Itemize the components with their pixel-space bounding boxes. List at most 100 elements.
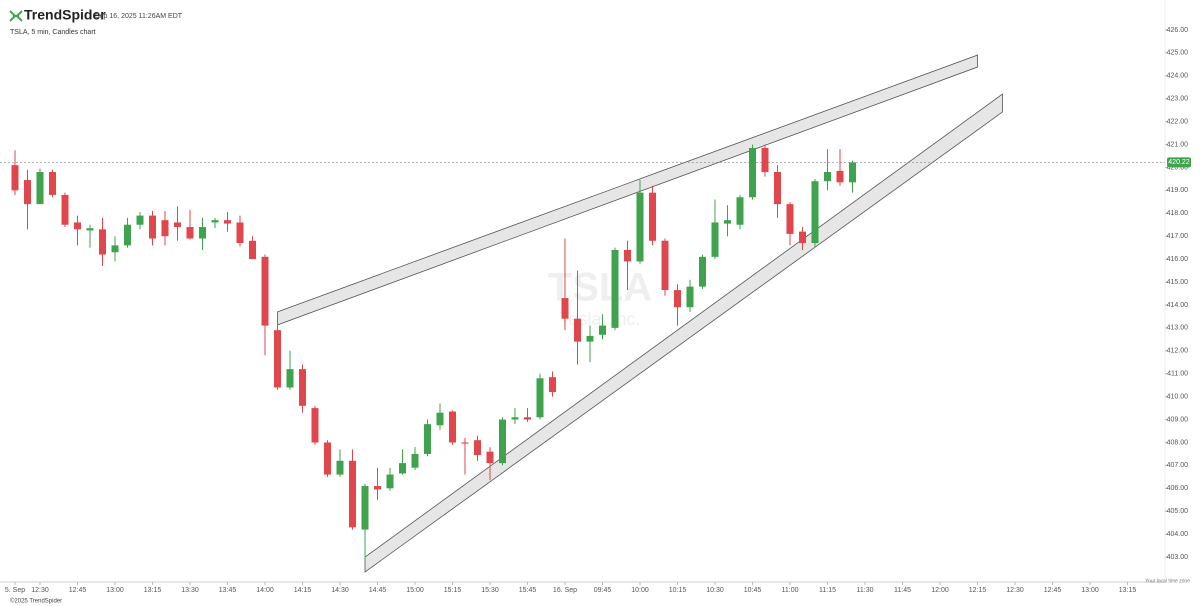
candle-body	[36, 172, 44, 205]
y-tick-label: 410.00	[1167, 393, 1189, 400]
y-tick-label: 423.00	[1167, 96, 1189, 103]
candle-body	[211, 220, 219, 223]
y-tick-label: 424.00	[1167, 73, 1189, 80]
candle-body	[636, 192, 644, 262]
footer: ©2025 TrendSpider	[10, 598, 62, 605]
candle-body	[649, 192, 656, 241]
candle-body	[224, 220, 231, 224]
candle-body	[536, 378, 544, 418]
candle-body	[724, 220, 731, 224]
candle-body	[61, 194, 69, 225]
last-price-box	[1167, 157, 1191, 168]
candle-body	[736, 197, 744, 225]
x-tick-label: 13:30	[181, 587, 199, 594]
candle-body	[111, 245, 119, 253]
y-tick-label: 415.00	[1167, 279, 1189, 286]
channel	[364, 93, 1003, 573]
y-tick-label: 408.00	[1167, 439, 1189, 446]
candle-body	[811, 181, 819, 244]
candle-body	[411, 453, 419, 468]
candle-body	[499, 419, 506, 464]
y-tick-label: 404.00	[1167, 531, 1189, 538]
candle-body	[824, 172, 831, 182]
brand: TrendSpider	[24, 7, 106, 23]
candle-body	[424, 424, 431, 454]
candle-body	[236, 222, 244, 244]
candle-body	[461, 442, 469, 444]
candle-body	[86, 228, 94, 231]
x-tick-label: 11:45	[894, 587, 911, 594]
x-tick-label: 10:00	[631, 587, 649, 594]
candle-body	[299, 369, 306, 406]
x-tick-label: 15:30	[481, 587, 499, 594]
candle-body	[586, 335, 594, 342]
x-tick-label: 12:45	[69, 587, 87, 594]
candle-body	[386, 474, 394, 489]
candle-body	[336, 460, 344, 475]
channel	[277, 54, 978, 326]
x-tick-label: 10:45	[744, 587, 762, 594]
y-tick-label: 414.00	[1167, 302, 1189, 309]
x-tick-label: 14:30	[331, 587, 349, 594]
candle-body	[136, 215, 144, 225]
x-tick-label: 13:00	[106, 587, 124, 594]
candle-body	[686, 286, 694, 308]
candle-body	[561, 298, 569, 319]
x-tick-label: 15:15	[444, 587, 462, 594]
x-tick-label: 16. Sep	[553, 587, 577, 594]
candle-body	[349, 460, 356, 528]
x-tick-label: 15:00	[406, 587, 424, 594]
y-tick-label: 418.00	[1167, 210, 1189, 217]
x-tick-label: 10:30	[706, 587, 724, 594]
y-tick-label: 416.00	[1167, 256, 1189, 263]
candle-body	[774, 172, 781, 205]
candle-body	[836, 170, 844, 183]
candle-body	[274, 330, 281, 388]
candle-body	[11, 165, 19, 191]
x-tick-label: 12:00	[931, 587, 949, 594]
candle-body	[749, 147, 756, 198]
y-tick-label: 407.00	[1167, 462, 1189, 469]
timezone-note: Your local time zone	[1145, 578, 1190, 584]
candle-body	[324, 442, 331, 475]
candle-body	[524, 417, 531, 420]
candle-body	[49, 172, 56, 195]
candle-body	[599, 325, 606, 335]
y-tick-label: 425.00	[1167, 50, 1189, 57]
candle-body	[711, 222, 719, 257]
x-tick-label: 11:15	[819, 587, 836, 594]
y-tick-label: 403.00	[1167, 554, 1189, 561]
last-price-label: 420.22	[1168, 159, 1190, 166]
candle-body	[624, 249, 631, 262]
x-tick-label: 12:30	[1006, 587, 1024, 594]
y-tick-label: 420.00	[1167, 164, 1189, 171]
y-tick-label: 405.00	[1167, 508, 1189, 515]
candle-body	[661, 240, 669, 291]
x-tick-label: 14:00	[256, 587, 274, 594]
candle-body	[574, 318, 581, 342]
candle-body	[786, 204, 794, 234]
y-tick-label: 426.00	[1167, 27, 1189, 34]
chart-subtitle: TSLA, 5 min, Candles chart	[10, 29, 96, 36]
y-tick-label: 411.00	[1167, 371, 1188, 378]
x-tick-label: 09:45	[594, 587, 612, 594]
logo-icon	[9, 10, 23, 22]
candle-body	[474, 440, 481, 456]
candle-body	[361, 486, 369, 530]
x-tick-label: 14:15	[294, 587, 312, 594]
x-tick-label: 5. Sep	[5, 587, 25, 594]
x-tick-label: 12:30	[31, 587, 49, 594]
x-tick-label: 12:15	[969, 587, 987, 594]
candle-body	[261, 256, 269, 326]
candle-body	[149, 215, 156, 239]
timestamp: Sep 16, 2025 11:26AM EDT	[95, 13, 183, 20]
x-tick-label: 11:30	[857, 587, 874, 594]
candle-body	[186, 227, 194, 239]
candle-body	[449, 411, 456, 443]
candle-body	[174, 222, 181, 228]
candle-body	[374, 486, 381, 490]
candle-body	[511, 417, 519, 420]
x-tick-label: 13:45	[219, 587, 237, 594]
x-tick-label: 11:00	[782, 587, 799, 594]
